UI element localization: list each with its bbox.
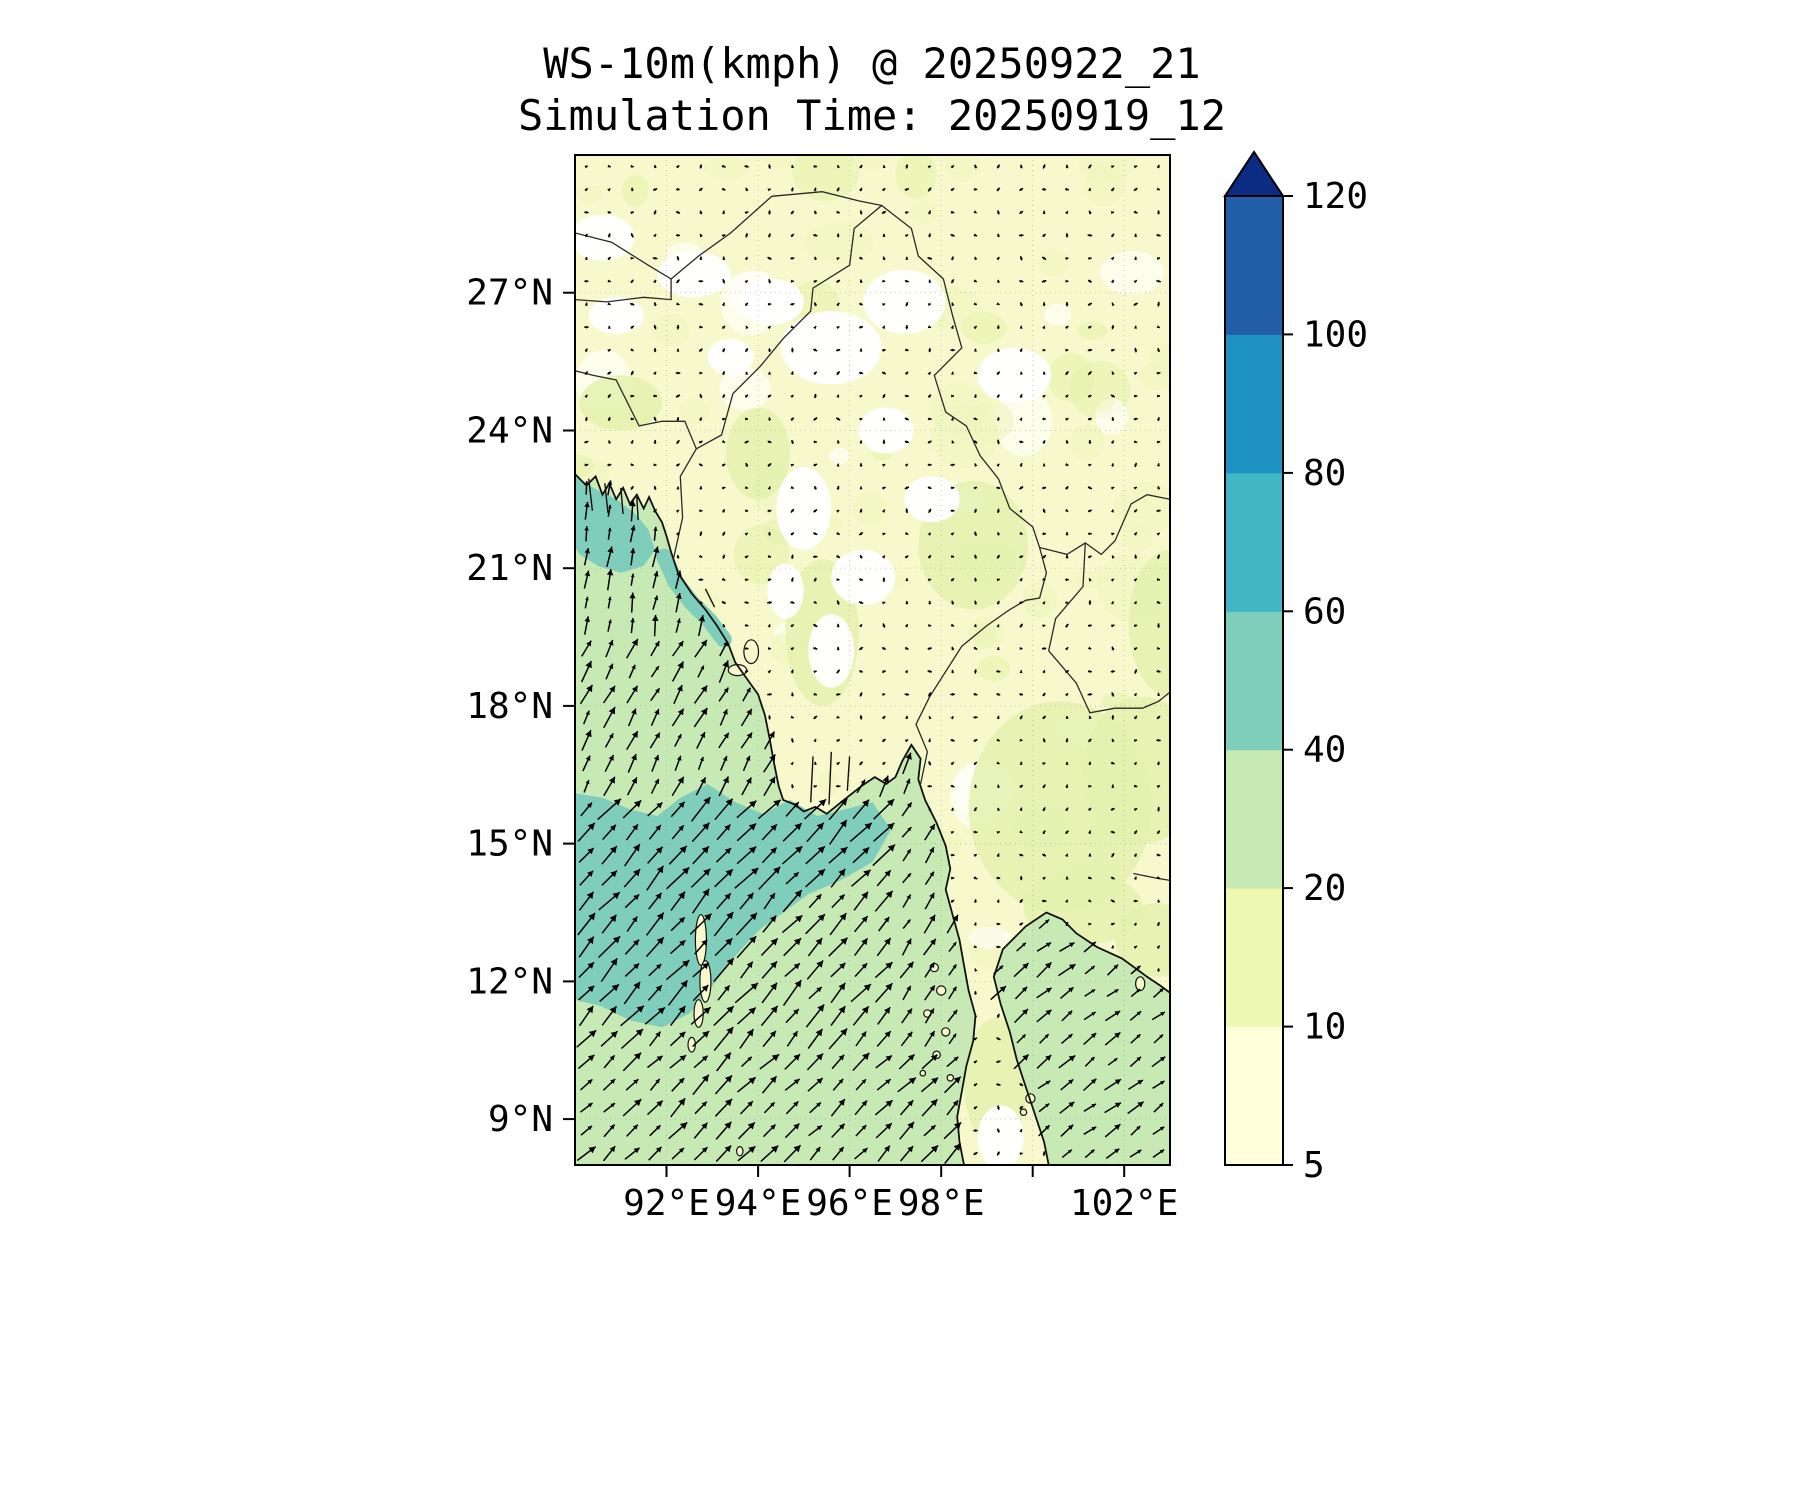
y-tick-label: 12°N [466, 961, 553, 1002]
colorbar-tick-label: 80 [1303, 453, 1346, 494]
wind-40-60-patch [575, 784, 891, 1028]
graticule [575, 155, 1170, 1165]
colorbar-tick-label: 10 [1303, 1007, 1346, 1048]
colorbar-tick-label: 20 [1303, 868, 1346, 909]
islands [687, 639, 1146, 1157]
colorbar-segment [1225, 611, 1283, 751]
colorbar: 5 10 20 40 60 80 100 120 [1223, 150, 1368, 1186]
river-delta-lines [588, 478, 851, 805]
y-tick-label: 18°N [466, 686, 553, 727]
colorbar-segment [1225, 749, 1283, 889]
map-layers [575, 155, 1170, 1165]
map-plot-area [575, 155, 1170, 1165]
land-wind-patches [575, 214, 1170, 1165]
wind-40-60-delta-patch [575, 476, 656, 573]
y-tick-label: 27°N [466, 273, 553, 314]
colorbar-outline [1224, 195, 1284, 1166]
chart-title: WS-10m(kmph) @ 20250922_21 [543, 39, 1200, 88]
wind-40-60-coastal-band [656, 548, 732, 648]
x-tick-label: 96°E [806, 1183, 893, 1224]
colorbar-extend-arrow [1223, 150, 1285, 197]
x-tick-label: 102°E [1070, 1183, 1178, 1224]
y-tick-label: 24°N [466, 411, 553, 452]
y-tick-label: 21°N [466, 548, 553, 589]
colorbar-tick-label: 60 [1303, 591, 1346, 632]
x-tick-label: 98°E [898, 1183, 985, 1224]
y-tick-label: 9°N [488, 1099, 553, 1140]
colorbar-segment [1225, 888, 1283, 1027]
map-frame [574, 154, 1171, 1166]
colorbar-tick-label: 120 [1303, 176, 1368, 217]
colorbar-segment [1225, 1026, 1283, 1166]
x-tick-label: 94°E [715, 1183, 802, 1224]
axes-spine [574, 154, 1171, 1166]
chart-subtitle: Simulation Time: 20250919_12 [518, 91, 1226, 140]
y-tick-label: 15°N [466, 824, 553, 865]
colorbar-segment [1225, 334, 1283, 474]
coastline-west [575, 473, 977, 1165]
y-axis: 27°N 24°N 21°N 18°N 15°N 12°N 9°N [466, 273, 575, 1140]
colorbar-segment [1225, 472, 1283, 612]
country-borders [575, 191, 1170, 882]
colorbar-tick-label: 100 [1303, 314, 1368, 355]
coastline-gulf [992, 911, 1170, 1165]
colorbar-tick-label: 40 [1303, 730, 1346, 771]
colorbar-segment [1225, 196, 1283, 335]
x-axis: 92°E 94°E 96°E 98°E 102°E [623, 1165, 1178, 1224]
colorbar-tick-label: 5 [1303, 1145, 1325, 1186]
x-tick-label: 92°E [623, 1183, 710, 1224]
